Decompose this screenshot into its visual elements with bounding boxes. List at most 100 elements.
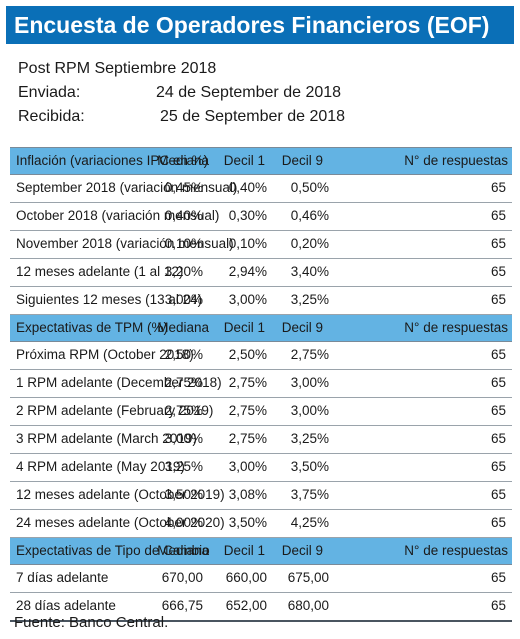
cell-label: 12 meses adelante (1 al 12) bbox=[16, 264, 184, 279]
sent-label: Enviada: bbox=[18, 84, 81, 101]
table-row: 3 RPM adelante (March 2019) 3,00% 2,75% 3,2… bbox=[10, 426, 512, 454]
header-label: Expectativas de TPM (%) bbox=[16, 320, 169, 335]
cell-respuestas: 65 bbox=[490, 264, 506, 279]
cell-mediana: 666,75 bbox=[161, 598, 203, 613]
cell-label: Siguientes 12 meses (13 al 24) bbox=[16, 292, 203, 307]
cell-decil-1: 2,94% bbox=[228, 264, 267, 279]
cell-decil-1: 3,08% bbox=[228, 487, 267, 502]
cell-mediana: 0,10% bbox=[164, 236, 203, 251]
cell-label: November 2018 (variación mensual) bbox=[16, 236, 234, 251]
cell-respuestas: 65 bbox=[490, 570, 506, 585]
cell-mediana: 3,20% bbox=[164, 264, 203, 279]
cell-respuestas: 65 bbox=[490, 347, 506, 362]
cell-decil-1: 0,30% bbox=[228, 208, 267, 223]
header-decil-9: Decil 9 bbox=[281, 153, 323, 168]
cell-mediana: 2,75% bbox=[164, 375, 203, 390]
cell-label: 12 meses adelante (October 2019) bbox=[16, 487, 225, 502]
table-row: 12 meses adelante (1 al 12) 3,20% 2,94% 3,4… bbox=[10, 259, 512, 287]
cell-mediana: 2,75% bbox=[164, 403, 203, 418]
cell-mediana: 670,00 bbox=[161, 570, 203, 585]
cell-respuestas: 65 bbox=[490, 208, 506, 223]
header-mediana: Mediana bbox=[157, 320, 209, 335]
header-decil-1: Decil 1 bbox=[223, 320, 265, 335]
cell-decil-9: 3,25% bbox=[290, 431, 329, 446]
cell-respuestas: 65 bbox=[490, 236, 506, 251]
cell-decil-1: 0,40% bbox=[228, 180, 267, 195]
cell-decil-1: 2,75% bbox=[228, 431, 267, 446]
cell-decil-9: 3,50% bbox=[290, 459, 329, 474]
cell-decil-1: 2,50% bbox=[228, 347, 267, 362]
cell-decil-1: 2,75% bbox=[228, 375, 267, 390]
header-mediana: Mediana bbox=[157, 153, 209, 168]
cell-decil-9: 0,46% bbox=[290, 208, 329, 223]
cell-respuestas: 65 bbox=[490, 180, 506, 195]
header-respuestas: N° de respuestas bbox=[404, 543, 508, 558]
header-decil-9: Decil 9 bbox=[281, 320, 323, 335]
cell-decil-9: 2,75% bbox=[290, 347, 329, 362]
cell-decil-1: 652,00 bbox=[225, 598, 267, 613]
cell-decil-1: 3,00% bbox=[228, 459, 267, 474]
cell-decil-9: 3,25% bbox=[290, 292, 329, 307]
cell-mediana: 2,50% bbox=[164, 347, 203, 362]
header-respuestas: N° de respuestas bbox=[404, 153, 508, 168]
cell-decil-9: 4,25% bbox=[290, 515, 329, 530]
cell-respuestas: 65 bbox=[490, 403, 506, 418]
table-row: October 2018 (variación mensual) 0,40% 0,3… bbox=[10, 203, 512, 231]
section-header-inflation: Inflación (variaciones IPC en %) Mediana D… bbox=[10, 147, 512, 175]
cell-mediana: 3,00% bbox=[164, 431, 203, 446]
table-row: 2 RPM adelante (February 2019) 2,75% 2,75%… bbox=[10, 398, 512, 426]
cell-mediana: 0,45% bbox=[164, 180, 203, 195]
cell-label: Próxima RPM (October 2018) bbox=[16, 347, 194, 362]
cell-respuestas: 65 bbox=[490, 431, 506, 446]
cell-mediana: 3,25% bbox=[164, 459, 203, 474]
section-header-tpm: Expectativas de TPM (%) Mediana Decil 1 Dec… bbox=[10, 315, 512, 342]
sent-date: 24 de September de 2018 bbox=[156, 84, 342, 101]
cell-mediana: 0,40% bbox=[164, 208, 203, 223]
cell-respuestas: 65 bbox=[490, 598, 506, 613]
cell-label: September 2018 (variación mensual) bbox=[16, 180, 238, 195]
cell-decil-9: 3,40% bbox=[290, 264, 329, 279]
table-row: November 2018 (variación mensual) 0,10% 0,… bbox=[10, 231, 512, 259]
cell-decil-9: 675,00 bbox=[287, 570, 329, 585]
cell-respuestas: 65 bbox=[490, 515, 506, 530]
cell-label: 24 meses adelante (October 2020) bbox=[16, 515, 225, 530]
table-row: 24 meses adelante (October 2020) 4,00% 3,5… bbox=[10, 510, 512, 538]
cell-decil-1: 660,00 bbox=[225, 570, 267, 585]
report-subtitle: Post RPM Septiembre 2018 bbox=[18, 60, 217, 77]
cell-label: 28 días adelante bbox=[16, 598, 116, 613]
header-label: Inflación (variaciones IPC en %) bbox=[16, 153, 209, 168]
sent-date-line: Enviada: 24 de September de 2018 bbox=[18, 84, 341, 102]
cell-decil-9: 3,00% bbox=[290, 375, 329, 390]
cell-label: 4 RPM adelante (May 2019) bbox=[16, 459, 185, 474]
header-decil-9: Decil 9 bbox=[281, 543, 323, 558]
cell-decil-1: 2,75% bbox=[228, 403, 267, 418]
header-mediana: Mediana bbox=[157, 543, 209, 558]
received-date-line: Recibida: 25 de September de 2018 bbox=[18, 108, 345, 126]
source-note: Fuente: Banco Central. bbox=[14, 614, 169, 631]
table-row: 1 RPM adelante (December 2018) 2,75% 2,75%… bbox=[10, 370, 512, 398]
cell-respuestas: 65 bbox=[490, 292, 506, 307]
header-decil-1: Decil 1 bbox=[223, 153, 265, 168]
cell-respuestas: 65 bbox=[490, 459, 506, 474]
received-label: Recibida: bbox=[18, 108, 85, 125]
cell-decil-9: 0,20% bbox=[290, 236, 329, 251]
cell-mediana: 3,50% bbox=[164, 487, 203, 502]
cell-decil-9: 0,50% bbox=[290, 180, 329, 195]
cell-label: 7 días adelante bbox=[16, 570, 109, 585]
section-header-exchange-rate: Expectativas de Tipo de Cambio Mediana Dec… bbox=[10, 538, 512, 565]
cell-mediana: 4,00% bbox=[164, 515, 203, 530]
header-label: Expectativas de Tipo de Cambio bbox=[16, 543, 210, 558]
header-respuestas: N° de respuestas bbox=[404, 320, 508, 335]
cell-label: 2 RPM adelante (February 2019) bbox=[16, 403, 214, 418]
cell-decil-1: 0,10% bbox=[228, 236, 267, 251]
received-date: 25 de September de 2018 bbox=[160, 108, 346, 125]
table-row: 4 RPM adelante (May 2019) 3,25% 3,00% 3,50%… bbox=[10, 454, 512, 482]
table-row: September 2018 (variación mensual) 0,45% 0… bbox=[10, 175, 512, 203]
table-row: Siguientes 12 meses (13 al 24) 3,00% 3,00%… bbox=[10, 287, 512, 315]
page-title: Encuesta de Operadores Financieros (EOF) bbox=[6, 6, 514, 44]
cell-respuestas: 65 bbox=[490, 487, 506, 502]
cell-label: 1 RPM adelante (December 2018) bbox=[16, 375, 222, 390]
survey-table: Inflación (variaciones IPC en %) Mediana D… bbox=[10, 147, 512, 622]
cell-decil-1: 3,00% bbox=[228, 292, 267, 307]
cell-decil-1: 3,50% bbox=[228, 515, 267, 530]
